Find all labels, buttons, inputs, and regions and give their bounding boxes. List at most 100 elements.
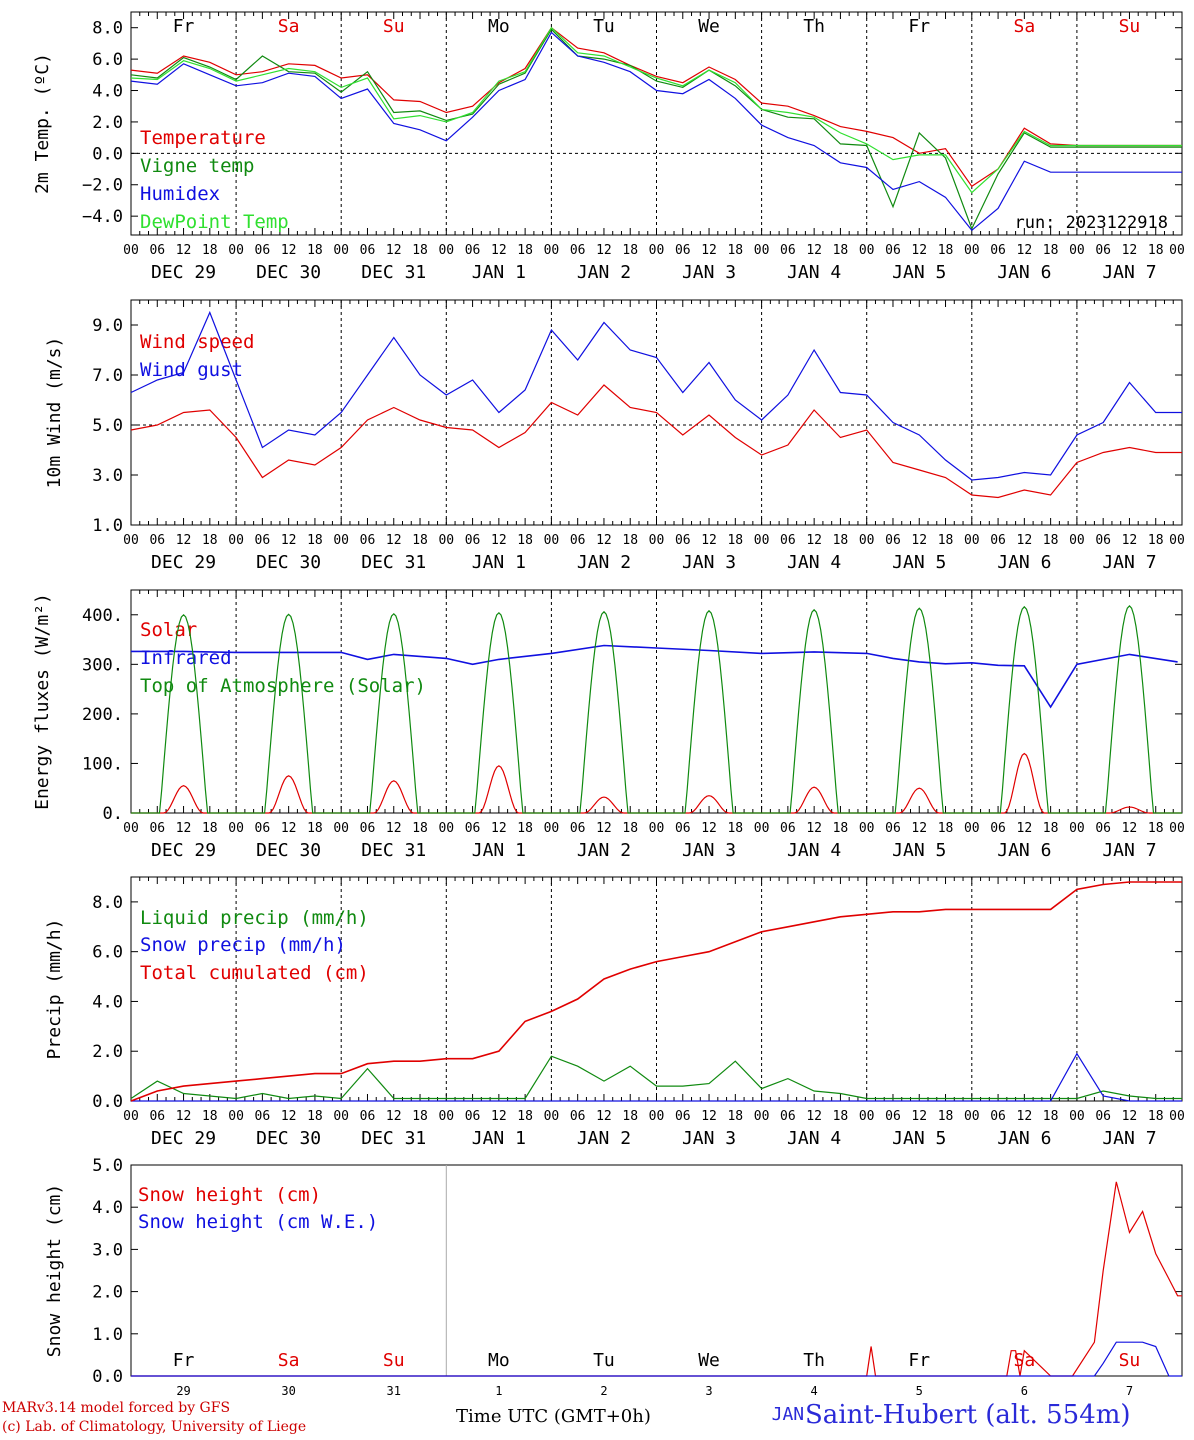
x-tick-label: 18 xyxy=(622,821,638,836)
day-number-label: 4 xyxy=(811,1384,818,1398)
x-tick-label: 06 xyxy=(360,1109,376,1124)
x-tick-label: 12 xyxy=(911,1109,927,1124)
date-label: JAN 2 xyxy=(577,262,631,283)
x-tick-label: 12 xyxy=(1017,533,1033,548)
x-tick-label: 06 xyxy=(465,821,481,836)
y-tick-label: 5.0 xyxy=(92,1156,123,1176)
station-label: Saint-Hubert (alt. 554m) xyxy=(805,1400,1131,1430)
x-tick-label: 12 xyxy=(596,821,612,836)
x-tick-label: 18 xyxy=(1148,821,1164,836)
date-label: DEC 30 xyxy=(256,840,321,861)
y-tick-label: 4.0 xyxy=(92,82,123,102)
date-label: JAN 7 xyxy=(1102,262,1156,283)
x-tick-label: 18 xyxy=(622,1109,638,1124)
x-tick-label: 06 xyxy=(570,1109,586,1124)
date-label: JAN 5 xyxy=(892,552,946,573)
y-tick-label: 1.0 xyxy=(92,1325,123,1345)
x-tick-label: 00 xyxy=(544,821,560,836)
x-tick-label: 06 xyxy=(675,243,691,258)
x-tick-label: 18 xyxy=(727,533,743,548)
x-tick-label: 00 xyxy=(228,1109,244,1124)
y-axis-label: 10m Wind (m/s) xyxy=(44,337,65,489)
y-tick-label: 0.0 xyxy=(92,144,123,164)
x-tick-label: 06 xyxy=(570,243,586,258)
series-line xyxy=(130,310,1182,481)
x-tick-label: 18 xyxy=(622,243,638,258)
x-tick-label: 18 xyxy=(307,821,323,836)
x-tick-label: 18 xyxy=(412,533,428,548)
x-tick-label: 00 xyxy=(964,821,980,836)
panels: 8.0 6.0 4.0 2.0 0.0 −2.0 −4.0 2m Temp. (ºC) 00 06… xyxy=(32,11,1185,1425)
day-number-label: 5 xyxy=(916,1384,923,1398)
weekday-label: Sa xyxy=(1014,16,1036,37)
legend-entry: Liquid precip (mm/h) xyxy=(140,907,369,929)
x-tick-label: 00 xyxy=(964,243,980,258)
x-tick-label: 00 xyxy=(964,1109,980,1124)
x-tick-label: 12 xyxy=(911,821,927,836)
panel-5: 5.0 4.0 3.0 2.0 1.0 0.0 Snow height (cm) Snow h… xyxy=(44,1156,1183,1425)
date-label: JAN 2 xyxy=(577,1128,631,1149)
weekday-label: Fr xyxy=(173,16,195,37)
x-tick-label: 12 xyxy=(386,533,402,548)
x-tick-label: 00 xyxy=(1069,533,1085,548)
weekday-label: Mo xyxy=(488,1350,510,1371)
date-label: DEC 31 xyxy=(361,262,426,283)
series-line xyxy=(131,605,1182,814)
series-line xyxy=(130,26,1182,188)
x-tick-label: 18 xyxy=(412,1109,428,1124)
x-tick-label: 00 xyxy=(228,243,244,258)
x-tick-label: 00 xyxy=(123,533,139,548)
x-tick-label: 12 xyxy=(1017,1109,1033,1124)
weekday-label: Fr xyxy=(908,1350,930,1371)
x-tick-label: 06 xyxy=(360,243,376,258)
date-label: JAN 5 xyxy=(892,1128,946,1149)
x-tick-label: 06 xyxy=(780,243,796,258)
y-axis-label: Precip (mm/h) xyxy=(44,919,65,1060)
legend-entry: Top of Atmosphere (Solar) xyxy=(140,675,426,697)
weekday-label: Tu xyxy=(593,16,615,37)
y-tick-label: 8.0 xyxy=(92,19,123,39)
x-tick-label: 12 xyxy=(911,243,927,258)
date-label: JAN 6 xyxy=(997,840,1051,861)
weekday-label: Sa xyxy=(278,16,300,37)
x-tick-label: 06 xyxy=(255,1109,271,1124)
date-label: JAN 3 xyxy=(682,840,736,861)
x-tick-label: 12 xyxy=(1122,1109,1138,1124)
x-tick-label: 12 xyxy=(596,533,612,548)
x-tick-label: 12 xyxy=(806,821,822,836)
x-tick-label: 06 xyxy=(255,533,271,548)
x-tick-label: 18 xyxy=(517,533,533,548)
x-tick-label: 00 xyxy=(228,821,244,836)
x-tick-label: 18 xyxy=(1043,821,1059,836)
x-tick-label: 06 xyxy=(885,533,901,548)
x-tick-label: 00 xyxy=(544,1109,560,1124)
panel-2: 9.0 7.0 5.0 3.0 1.0 10m Wind (m/s) 00 06 12 18 DEC… xyxy=(44,299,1185,573)
time-axis-label: Time UTC (GMT+0h) xyxy=(456,1406,651,1427)
day-number-label: 7 xyxy=(1126,1384,1133,1398)
weekday-label: We xyxy=(698,1350,720,1371)
date-label: JAN 5 xyxy=(892,262,946,283)
x-tick-label: 00 xyxy=(1169,1109,1185,1124)
date-label: DEC 29 xyxy=(151,262,216,283)
y-tick-label: 0.0 xyxy=(92,1367,123,1387)
date-label: JAN 6 xyxy=(997,262,1051,283)
x-tick-label: 12 xyxy=(806,1109,822,1124)
x-tick-label: 12 xyxy=(176,533,192,548)
x-tick-label: 00 xyxy=(649,821,665,836)
x-tick-label: 00 xyxy=(333,243,349,258)
x-tick-label: 18 xyxy=(727,1109,743,1124)
x-tick-label: 12 xyxy=(701,821,717,836)
credit-line-2: (c) Lab. of Climatology, University of L… xyxy=(2,1419,307,1435)
date-label: JAN 4 xyxy=(787,262,841,283)
x-tick-label: 00 xyxy=(438,1109,454,1124)
weekday-label: Sa xyxy=(278,1350,300,1371)
y-tick-label: 3.0 xyxy=(92,466,123,486)
date-label: DEC 31 xyxy=(361,1128,426,1149)
x-tick-label: 12 xyxy=(701,533,717,548)
legend-entry: DewPoint Temp xyxy=(140,211,289,233)
x-tick-label: 00 xyxy=(754,533,770,548)
panel-4: 8.0 6.0 4.0 2.0 0.0 Precip (mm/h) 00 06 12 18 DEC … xyxy=(44,876,1185,1149)
x-tick-label: 06 xyxy=(1095,821,1111,836)
x-tick-label: 06 xyxy=(885,821,901,836)
day-number-label: 31 xyxy=(387,1384,401,1398)
